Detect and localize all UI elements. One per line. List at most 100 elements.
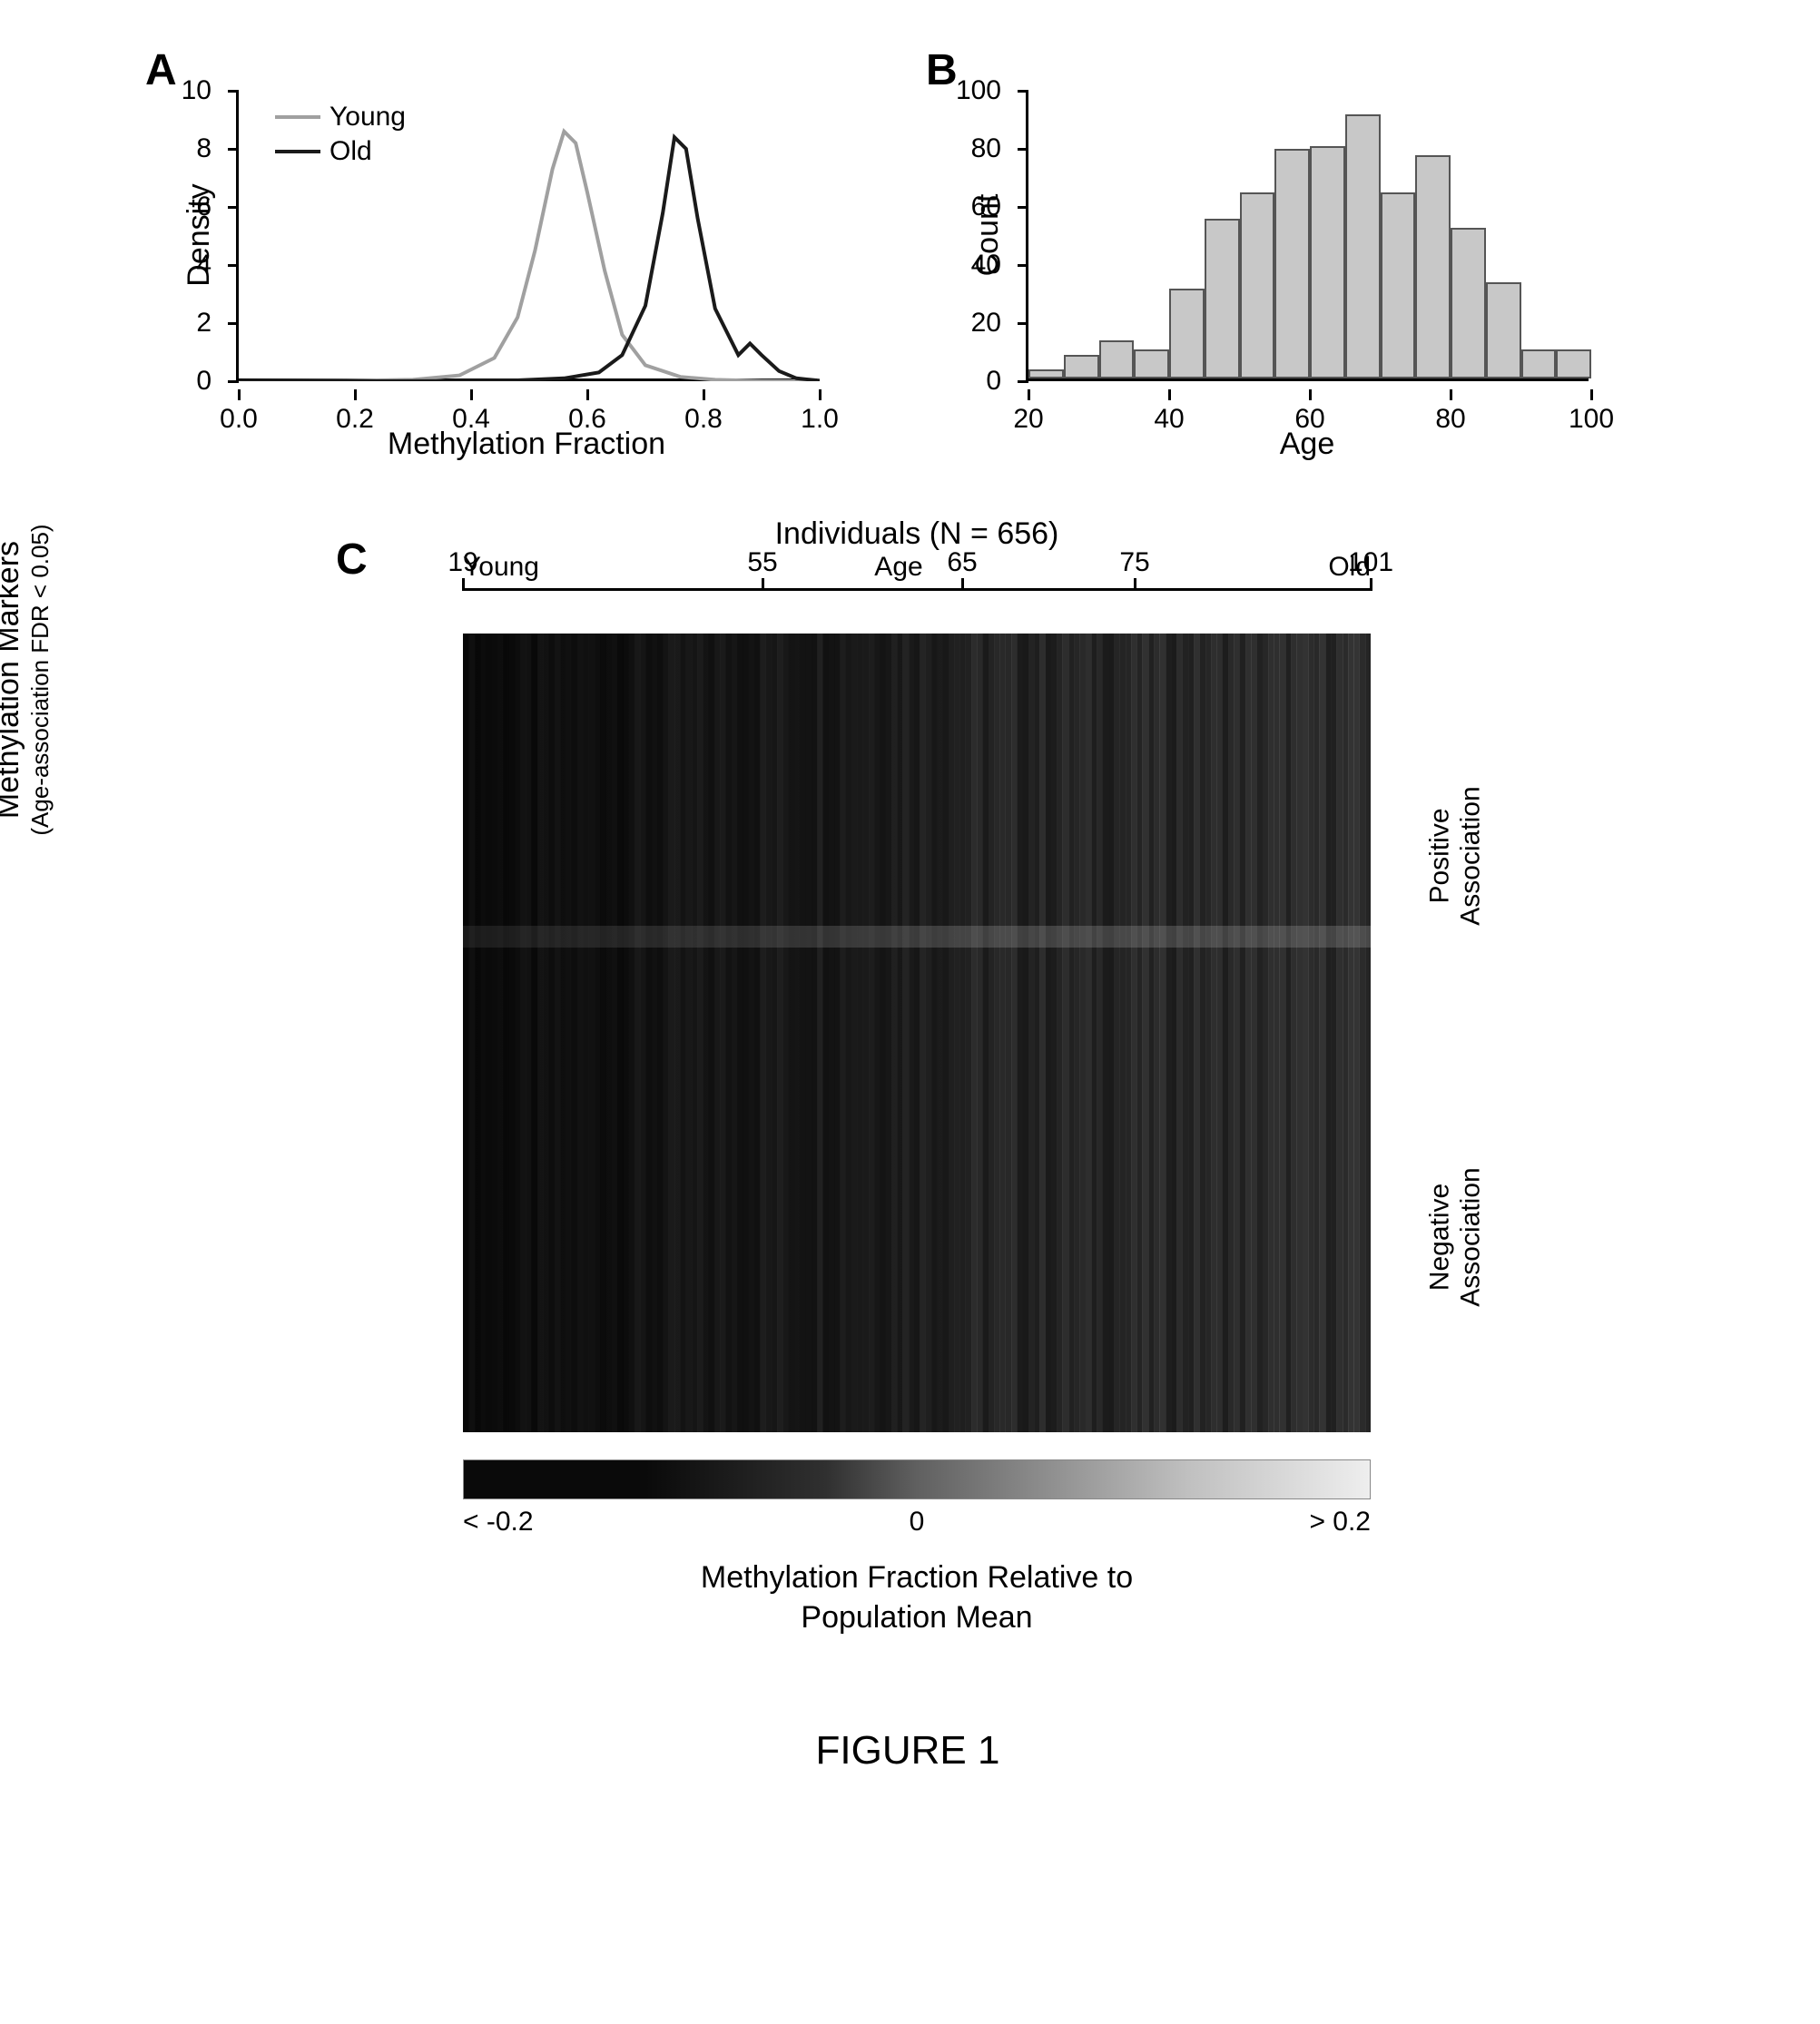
cb-max: > 0.2: [1309, 1507, 1371, 1538]
x-tick: [703, 389, 705, 400]
y-tick: [228, 90, 239, 93]
c-ylabel-sub: (Age-association FDR < 0.05): [26, 280, 54, 1079]
y-tick: [228, 206, 239, 209]
histogram-bar: [1310, 146, 1345, 378]
age-tick-label: 19: [448, 547, 477, 578]
x-tick: [1168, 389, 1171, 400]
y-tick: [1018, 90, 1028, 93]
age-tick-label: 65: [947, 547, 977, 578]
c-ylabel: Methylation Markers (Age-association FDR…: [0, 280, 54, 1079]
legend-young: Young: [275, 102, 406, 133]
c-ylabel-main: Methylation Markers: [0, 541, 25, 819]
legend-young-label: Young: [330, 102, 406, 133]
histogram-bar: [1134, 349, 1169, 378]
histogram-bar: [1556, 349, 1591, 378]
x-tick-label: 0.2: [336, 404, 374, 435]
y-tick-label: 2: [196, 308, 212, 339]
panel-b: B 020406080100 20406080100 Count Age: [935, 54, 1625, 462]
x-tick-label: 1.0: [801, 404, 839, 435]
y-tick-label: 20: [971, 308, 1001, 339]
y-tick: [1018, 322, 1028, 325]
c-right-negative: NegativeAssociation: [1424, 1167, 1486, 1306]
c-top-subrow: Young Age Old: [463, 552, 1371, 588]
c-top-title: Individuals (N = 656): [463, 516, 1371, 552]
y-tick: [1018, 380, 1028, 383]
x-tick-label: 20: [1013, 404, 1043, 435]
x-tick-label: 100: [1569, 404, 1614, 435]
legend-young-line: [275, 115, 320, 119]
histogram-bar: [1415, 155, 1451, 378]
density-chart: Young Old 0246810 0.00.20.40.60.81.0 Den…: [236, 91, 817, 381]
age-tick: [1134, 578, 1136, 591]
panel-c-label: C: [336, 535, 368, 585]
c-right-positive: PositiveAssociation: [1424, 786, 1486, 925]
c-xlabel-line2: Population Mean: [801, 1600, 1032, 1635]
cb-mid: 0: [910, 1507, 925, 1538]
x-tick: [238, 389, 241, 400]
panel-a-label: A: [145, 45, 177, 95]
y-tick-label: 10: [182, 75, 212, 106]
age-tick: [762, 578, 764, 591]
ylabel-b: Count: [970, 193, 1006, 276]
x-tick: [1590, 389, 1593, 400]
y-tick: [228, 380, 239, 383]
y-tick: [1018, 148, 1028, 151]
ylabel-a: Density: [182, 183, 217, 286]
cb-min: < -0.2: [463, 1507, 534, 1538]
y-tick: [228, 264, 239, 267]
age-tick-label: 75: [1119, 547, 1149, 578]
x-tick: [470, 389, 473, 400]
y-tick-label: 0: [196, 366, 212, 397]
colorbar-wrap: < -0.2 0 > 0.2 Methylation Fraction Rela…: [463, 1459, 1371, 1637]
heatmap-shade: [463, 634, 962, 1432]
y-tick-label: 80: [971, 133, 1001, 164]
histogram-bar: [1451, 228, 1486, 378]
histogram-bar: [1486, 282, 1521, 378]
x-tick: [1309, 389, 1312, 400]
c-xlabel: Methylation Fraction Relative to Populat…: [463, 1557, 1371, 1637]
density-line-old: [239, 137, 820, 381]
age-tick: [462, 578, 465, 591]
histogram-bar: [1028, 369, 1064, 378]
legend-old-label: Old: [330, 136, 372, 167]
histogram-chart: 020406080100 20406080100 Count: [1026, 91, 1589, 381]
histogram-bar: [1381, 192, 1416, 378]
x-tick-label: 80: [1435, 404, 1465, 435]
xlabel-a: Methylation Fraction: [236, 427, 817, 462]
histogram-bar: [1205, 219, 1240, 378]
x-tick: [586, 389, 589, 400]
colorbar: [463, 1459, 1371, 1499]
histogram-bar: [1099, 340, 1135, 378]
y-tick: [228, 148, 239, 151]
x-tick-label: 0.0: [220, 404, 258, 435]
x-tick: [819, 389, 821, 400]
x-tick-label: 60: [1294, 404, 1324, 435]
age-tick-label: 55: [747, 547, 777, 578]
y-tick: [228, 322, 239, 325]
y-tick: [1018, 206, 1028, 209]
histogram-bar: [1240, 192, 1275, 378]
y-tick: [1018, 264, 1028, 267]
y-tick-label: 0: [986, 366, 1001, 397]
y-tick-label: 100: [956, 75, 1001, 106]
figure-caption: FIGURE 1: [118, 1728, 1697, 1773]
y-tick-label: 8: [196, 133, 212, 164]
c-xlabel-line1: Methylation Fraction Relative to: [701, 1560, 1133, 1595]
histogram-bar: [1064, 355, 1099, 378]
histogram-bar: [1521, 349, 1557, 378]
histogram-bar: [1345, 114, 1381, 378]
figure-1: A Young Old 0246810 0.00.20.40.60.81.0 D…: [118, 54, 1697, 1773]
heatmap: [463, 634, 1371, 1432]
x-tick: [1450, 389, 1452, 400]
x-tick: [1028, 389, 1030, 400]
panel-b-label: B: [926, 45, 958, 95]
age-tick: [961, 578, 964, 591]
c-age-label: Age: [874, 552, 922, 583]
legend-a: Young Old: [275, 102, 406, 171]
x-tick-label: 0.8: [684, 404, 723, 435]
top-row: A Young Old 0246810 0.00.20.40.60.81.0 D…: [118, 54, 1697, 462]
histogram-bar: [1274, 149, 1310, 378]
legend-old-line: [275, 150, 320, 153]
x-tick-label: 0.6: [568, 404, 606, 435]
c-age-axis: 19556575101: [463, 588, 1371, 634]
